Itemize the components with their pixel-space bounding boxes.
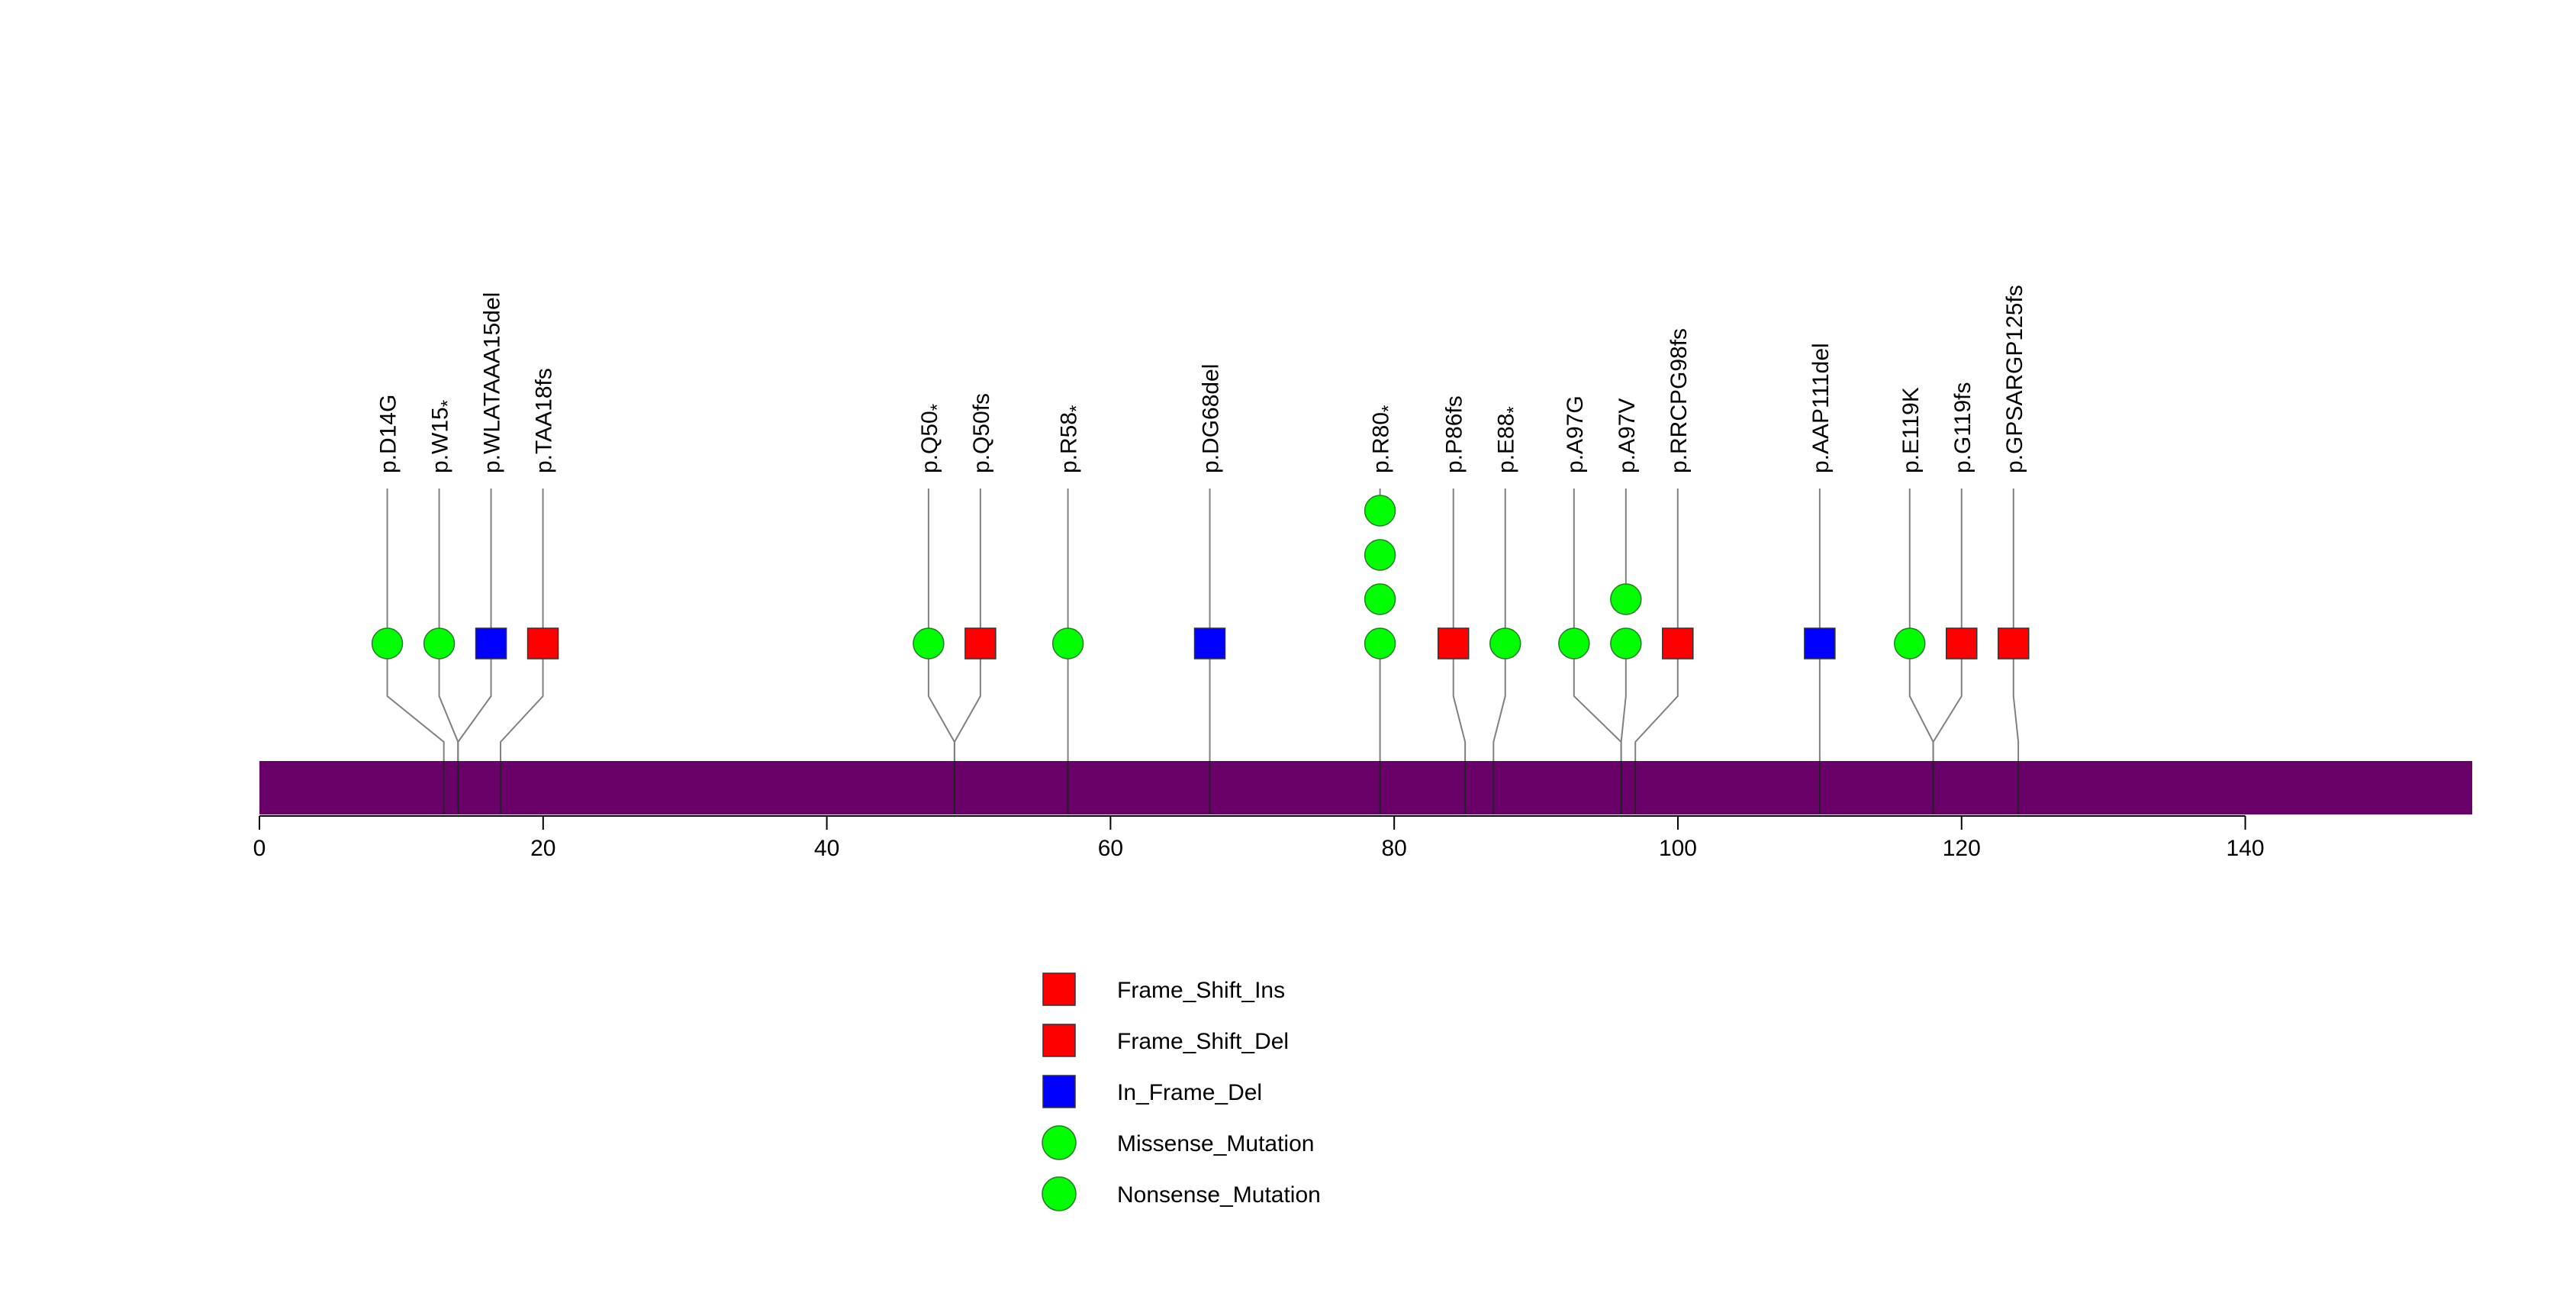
- x-tick-label: 80: [1381, 836, 1406, 861]
- mutation-circle: [913, 627, 945, 660]
- protein-bar: [259, 761, 2472, 814]
- x-tick-label: 20: [530, 836, 555, 861]
- connector-line: [1452, 643, 1467, 761]
- connector-line: [1908, 643, 1934, 761]
- mutation-label: p.GPSARGP125fs: [2002, 285, 2027, 473]
- legend-square: [1042, 1024, 1076, 1057]
- x-tick-label: 0: [253, 836, 266, 861]
- mutation-label: p.Q50fs: [969, 393, 994, 473]
- connector-line: [953, 643, 981, 761]
- mutation-circle: [1489, 627, 1521, 660]
- connector-line: [500, 643, 544, 761]
- lollipop-heads: [371, 495, 2030, 660]
- legend-label: In_Frame_Del: [1117, 1080, 1262, 1105]
- x-tick-label: 140: [2227, 836, 2265, 861]
- mutation-label: p.W15*: [428, 400, 459, 473]
- mutation-label: p.Q50*: [917, 404, 948, 473]
- mutation-labels: p.D14G p.W15* p.WLATAAA15del p.TAA18fs p.Q50…: [376, 285, 2027, 473]
- mutation-circle: [1558, 627, 1590, 660]
- mutation-label: p.TAA18fs: [532, 368, 557, 473]
- connector-lines: [386, 643, 2020, 761]
- connector-line: [1932, 643, 1963, 761]
- mutation-label: p.R58*: [1057, 405, 1087, 473]
- mutation-circle: [1894, 627, 1926, 660]
- x-tick-label: 120: [1943, 836, 1981, 861]
- mutation-label: p.RRCPG98fs: [1666, 328, 1692, 473]
- mutation-circle: [1610, 583, 1642, 615]
- mutation-label: p.P86fs: [1442, 395, 1467, 473]
- mutation-circle: [1364, 495, 1396, 527]
- mutation-circle: [1051, 627, 1084, 660]
- mutation-label: p.E88*: [1494, 406, 1525, 473]
- connector-line: [386, 643, 445, 761]
- x-axis: 0 20 40 60 80 100 120 140: [253, 815, 2265, 861]
- mutation-square: [1193, 627, 1226, 660]
- lollipop-stems: [386, 489, 2014, 643]
- connector-line: [457, 643, 492, 761]
- mutation-square: [1946, 627, 1978, 660]
- legend-label: Frame_Shift_Ins: [1117, 978, 1285, 1003]
- legend-label: Frame_Shift_Del: [1117, 1029, 1289, 1054]
- legend-circle: [1042, 1125, 1077, 1160]
- x-tick-label: 100: [1659, 836, 1697, 861]
- legend-label: Nonsense_Mutation: [1117, 1182, 1321, 1208]
- site-ticks: [443, 761, 2020, 814]
- mutation-circle: [1364, 627, 1396, 660]
- mutation-circle: [1364, 539, 1396, 571]
- legend-square: [1042, 1075, 1076, 1108]
- mutation-circle: [371, 627, 404, 660]
- connector-line: [1573, 643, 1622, 761]
- legend-label: Missense_Mutation: [1117, 1131, 1314, 1156]
- mutation-label: p.G119fs: [1950, 382, 1975, 473]
- mutation-label: p.AAP111del: [1808, 343, 1834, 473]
- mutation-square: [526, 627, 559, 660]
- mutation-square: [1662, 627, 1694, 660]
- legend-circle: [1042, 1176, 1077, 1211]
- connector-line: [927, 643, 955, 761]
- connector-line: [438, 643, 459, 761]
- legend: Frame_Shift_Ins Frame_Shift_Del In_Frame_D…: [1042, 972, 1321, 1211]
- connector-line: [1492, 643, 1506, 761]
- mutation-label: p.WLATAAA15del: [480, 292, 505, 473]
- mutation-square: [1437, 627, 1470, 660]
- mutation-label: p.E119K: [1898, 387, 1924, 473]
- mutation-circle: [423, 627, 456, 660]
- mutation-square: [964, 627, 997, 660]
- connector-line: [1620, 643, 1627, 761]
- mutation-square: [475, 627, 507, 660]
- mutation-label: p.A97V: [1615, 398, 1640, 473]
- mutation-circle: [1610, 627, 1642, 660]
- mutation-label: p.DG68del: [1199, 364, 1224, 473]
- mutation-label: p.A97G: [1563, 395, 1588, 473]
- connector-line: [1634, 643, 1679, 761]
- mutation-label: p.R80*: [1369, 405, 1399, 473]
- legend-square: [1042, 972, 1076, 1006]
- mutation-square: [1998, 627, 2030, 660]
- mutation-label: p.D14G: [376, 395, 401, 473]
- x-tick-label: 40: [814, 836, 839, 861]
- x-tick-label: 60: [1098, 836, 1123, 861]
- mutation-circle: [1364, 583, 1396, 615]
- mutation-square: [1804, 627, 1836, 660]
- connector-line: [2012, 643, 2020, 761]
